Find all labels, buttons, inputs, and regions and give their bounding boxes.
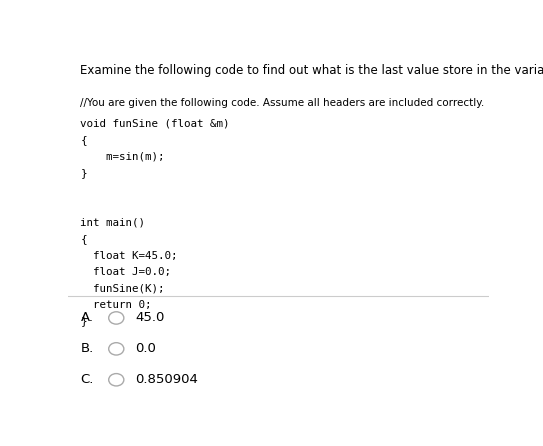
Text: //You are given the following code. Assume all headers are included correctly.: //You are given the following code. Assu…: [80, 98, 485, 108]
Text: 45.0: 45.0: [135, 311, 165, 324]
Text: 0.850904: 0.850904: [135, 373, 198, 386]
Text: C.: C.: [80, 373, 94, 386]
Text: A.: A.: [80, 311, 93, 324]
Text: {: {: [80, 135, 87, 145]
Text: void funSine (float &m): void funSine (float &m): [80, 119, 230, 129]
Text: {: {: [80, 234, 87, 244]
Text: int main(): int main(): [80, 218, 146, 227]
Text: float K=45.0;: float K=45.0;: [80, 251, 178, 260]
Text: }: }: [80, 168, 87, 178]
Text: m=sin(m);: m=sin(m);: [80, 152, 165, 162]
Text: return 0;: return 0;: [80, 300, 152, 310]
Text: float J=0.0;: float J=0.0;: [80, 267, 172, 277]
Text: B.: B.: [80, 343, 94, 355]
Text: Examine the following code to find out what is the last value store in the varia: Examine the following code to find out w…: [80, 64, 543, 77]
Text: 0.0: 0.0: [135, 343, 156, 355]
Text: funSine(K);: funSine(K);: [80, 284, 165, 293]
Text: }: }: [80, 317, 87, 326]
